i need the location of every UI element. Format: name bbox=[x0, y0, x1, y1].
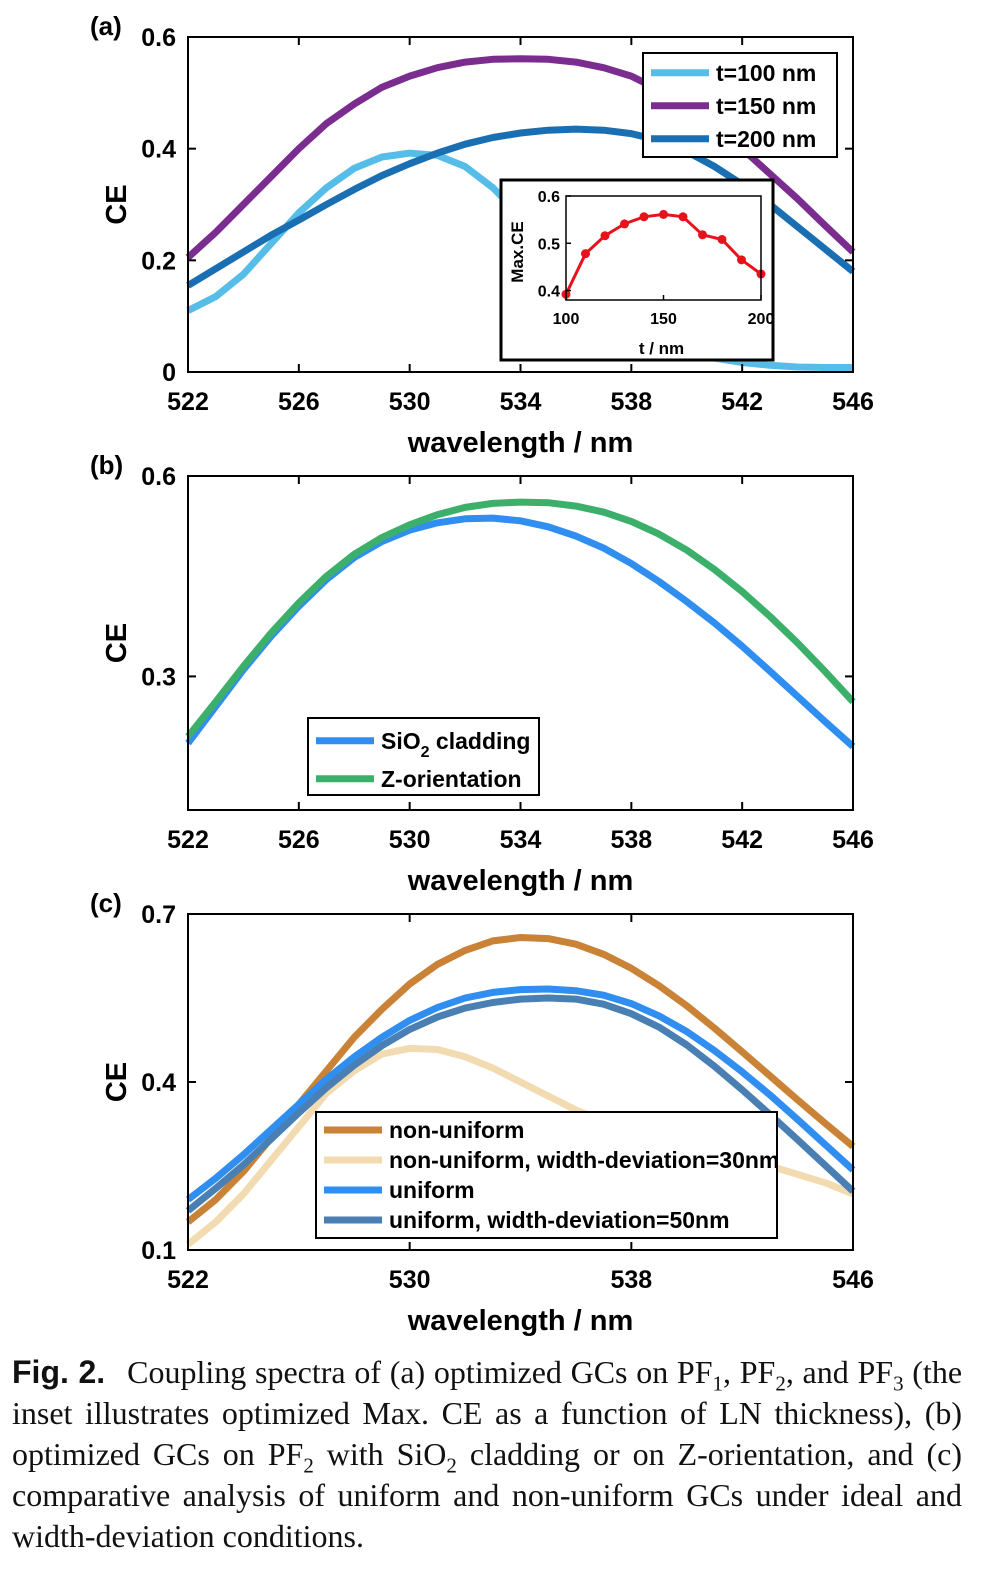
x-tick-label: 522 bbox=[167, 1266, 209, 1294]
legend-label-0: t=100 nm bbox=[716, 60, 816, 86]
x-axis-label: wavelength / nm bbox=[407, 1305, 634, 1337]
figure-panels: 522 526 530 534 538 542 546 0 0.2 0.4 0.6 wavelengt… bbox=[90, 11, 874, 1337]
legend-label-2: t=200 nm bbox=[716, 126, 816, 152]
legend-label-0: SiO2 cladding bbox=[381, 728, 530, 761]
legend-label-1: non-uniform, width-deviation=30nm bbox=[389, 1147, 779, 1173]
x-tick-label: 538 bbox=[610, 826, 652, 854]
inset-x-tick-label: 150 bbox=[650, 311, 677, 328]
inset-point bbox=[698, 230, 707, 240]
legend-label-1: Z-orientation bbox=[381, 766, 522, 792]
caption-segment: with SiO bbox=[313, 1436, 447, 1472]
x-tick-label: 546 bbox=[832, 388, 874, 416]
panel-label: (a) bbox=[90, 11, 122, 41]
inset-frame bbox=[499, 178, 775, 362]
series-line-1 bbox=[185, 498, 856, 739]
inset-x-tick-label: 200 bbox=[748, 311, 775, 328]
x-tick-label: 542 bbox=[721, 826, 763, 854]
inset-x-axis-label: t / nm bbox=[639, 339, 684, 358]
x-tick-label: 546 bbox=[832, 826, 874, 854]
y-tick-label: 0.6 bbox=[141, 24, 176, 52]
inset-y-tick-label: 0.5 bbox=[538, 236, 560, 253]
inset-x-tick-label: 100 bbox=[553, 311, 580, 328]
x-axis-label: wavelength / nm bbox=[407, 865, 634, 897]
y-tick-label: 0.3 bbox=[141, 663, 176, 691]
inset-y-tick-label: 0.4 bbox=[538, 284, 560, 301]
x-tick-label: 522 bbox=[167, 388, 209, 416]
inset-point bbox=[659, 209, 668, 219]
chart-panel-2: 522 530 538 546 0.1 0.4 0.7 wavelength / nm CE (c… bbox=[90, 888, 874, 1337]
x-tick-label: 534 bbox=[500, 826, 542, 854]
inset-point bbox=[678, 212, 688, 222]
x-tick-label: 530 bbox=[389, 388, 431, 416]
chart-panel-1: 522 526 530 534 538 542 546 0.3 0.6 wavelength / … bbox=[90, 450, 874, 897]
x-tick-label: 538 bbox=[610, 388, 652, 416]
inset-y-tick-label: 0.6 bbox=[538, 189, 560, 206]
legend-label-2: uniform bbox=[389, 1177, 475, 1203]
inset-y-axis-label: Max.CE bbox=[508, 221, 527, 282]
x-tick-label: 526 bbox=[278, 826, 320, 854]
x-tick-label: 542 bbox=[721, 388, 763, 416]
legend-box bbox=[315, 1111, 778, 1239]
y-tick-label: 0.6 bbox=[141, 463, 176, 491]
inset-chart: 100 150 200 0.4 0.5 0.6 t / nm Max.CE bbox=[499, 178, 775, 362]
x-tick-label: 538 bbox=[610, 1266, 652, 1294]
x-tick-label: 526 bbox=[278, 388, 320, 416]
inset-point bbox=[620, 219, 629, 229]
x-tick-label: 522 bbox=[167, 826, 209, 854]
caption-segment: , PF bbox=[723, 1354, 776, 1390]
y-axis-label: CE bbox=[101, 623, 133, 663]
y-tick-label: 0.1 bbox=[141, 1237, 176, 1265]
inset-point bbox=[639, 212, 649, 222]
y-axis-label: CE bbox=[101, 1062, 133, 1102]
inset-point bbox=[737, 255, 746, 265]
series-line-3 bbox=[185, 994, 856, 1214]
caption-segment: cladding or on Z-orientation, and (c) co… bbox=[12, 1436, 963, 1554]
caption-subscript: 3 bbox=[893, 1371, 904, 1396]
caption-segment: (the inset illustrates optimized Max. CE… bbox=[12, 1354, 963, 1472]
x-tick-label: 530 bbox=[389, 1266, 431, 1294]
figure-label: Fig. 2. bbox=[12, 1354, 106, 1390]
inset-point bbox=[717, 234, 727, 244]
caption-segment: , and PF bbox=[785, 1354, 894, 1390]
panel-label: (c) bbox=[90, 888, 122, 918]
x-tick-label: 546 bbox=[832, 1266, 874, 1294]
caption-subscript: 2 bbox=[775, 1371, 786, 1396]
caption-subscript: 2 bbox=[303, 1453, 314, 1478]
x-axis-label: wavelength / nm bbox=[407, 427, 634, 459]
y-tick-label: 0 bbox=[162, 359, 176, 387]
caption-segment: Coupling spectra of (a) optimized GCs on… bbox=[127, 1354, 713, 1390]
inset-point bbox=[581, 249, 590, 259]
figure-caption: Fig. 2. Coupling spectra of (a) optimized… bbox=[12, 1352, 962, 1557]
series-line-2 bbox=[185, 985, 856, 1203]
y-tick-label: 0.7 bbox=[141, 901, 176, 929]
caption-text: Coupling spectra of (a) optimized GCs on… bbox=[12, 1354, 962, 1554]
inset-point bbox=[600, 231, 610, 241]
panel-label: (b) bbox=[90, 450, 123, 480]
y-tick-label: 0.2 bbox=[141, 247, 176, 275]
chart-panel-0: 522 526 530 534 538 542 546 0 0.2 0.4 0.6 wavelengt… bbox=[90, 11, 874, 459]
x-tick-label: 534 bbox=[500, 388, 542, 416]
caption-subscript: 2 bbox=[446, 1453, 457, 1478]
caption-subscript: 1 bbox=[712, 1371, 724, 1396]
legend-label-3: uniform, width-deviation=50nm bbox=[389, 1207, 730, 1233]
y-tick-label: 0.4 bbox=[141, 136, 176, 164]
x-tick-label: 530 bbox=[389, 826, 431, 854]
y-axis-label: CE bbox=[101, 184, 133, 224]
legend-label-1: t=150 nm bbox=[716, 93, 816, 119]
y-tick-label: 0.4 bbox=[141, 1069, 176, 1097]
legend-label-0: non-uniform bbox=[389, 1117, 524, 1143]
